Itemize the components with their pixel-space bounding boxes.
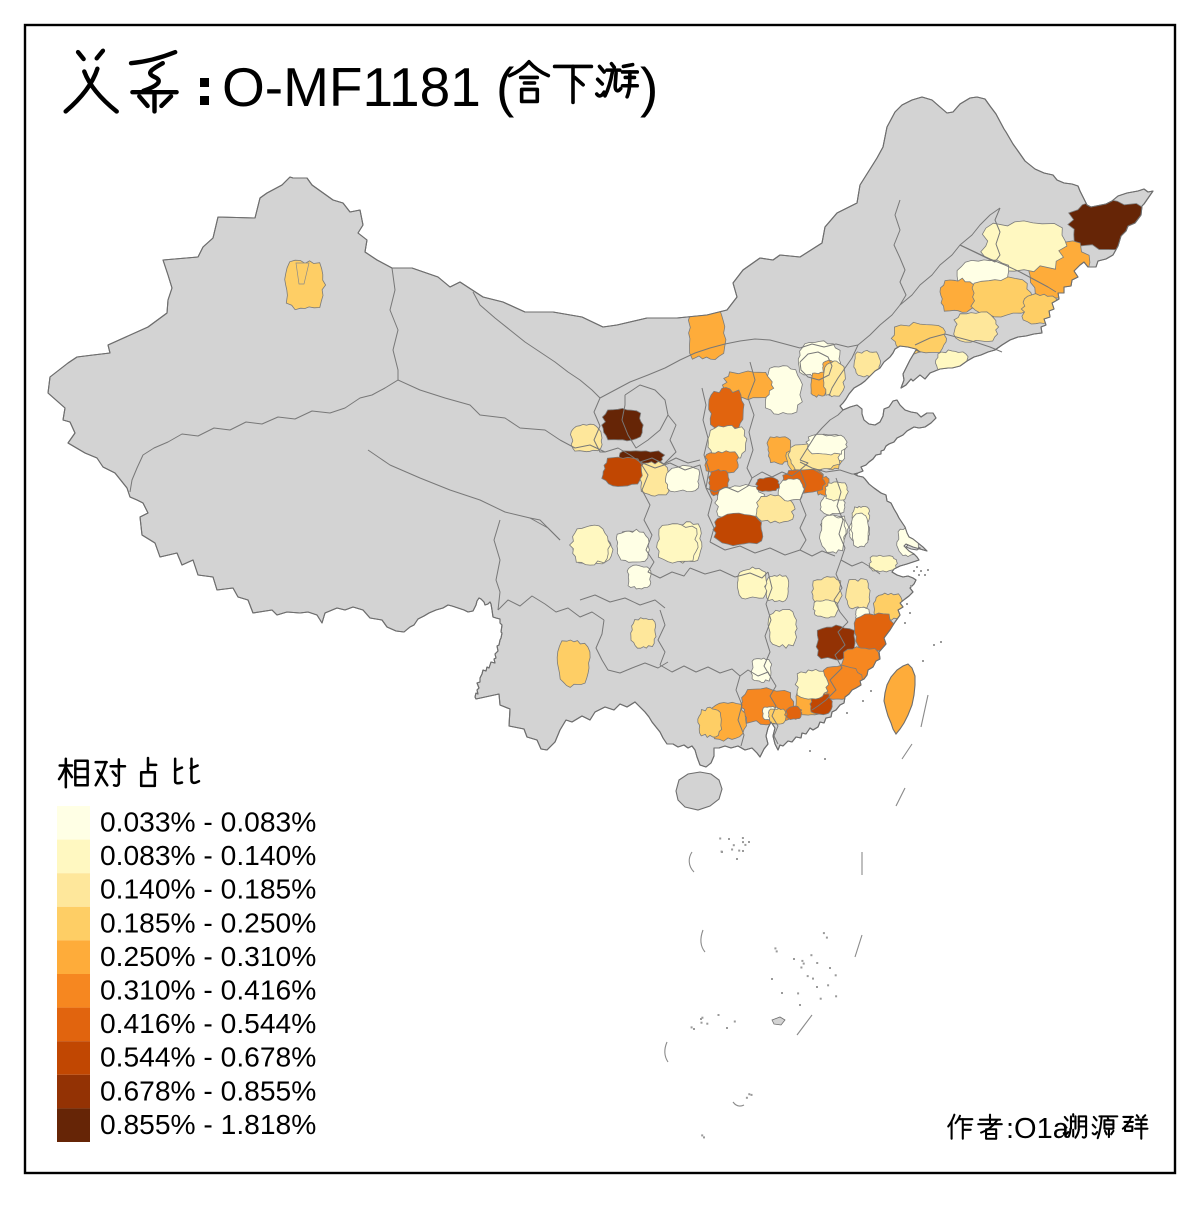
svg-text:0.678% - 0.855%: 0.678% - 0.855%: [100, 1074, 316, 1106]
svg-text::O1a: :O1a: [1006, 1113, 1070, 1145]
svg-text:0.416% - 0.544%: 0.416% - 0.544%: [100, 1007, 316, 1039]
svg-text:0.185% - 0.250%: 0.185% - 0.250%: [100, 906, 316, 938]
svg-text:0.083% - 0.140%: 0.083% - 0.140%: [100, 839, 316, 871]
svg-text:0.310% - 0.416%: 0.310% - 0.416%: [100, 974, 316, 1006]
svg-text:O-MF1181 (: O-MF1181 (: [222, 56, 514, 118]
svg-text:0.250% - 0.310%: 0.250% - 0.310%: [100, 940, 316, 972]
svg-text:): ): [640, 56, 658, 118]
svg-text:0.855% - 1.818%: 0.855% - 1.818%: [100, 1108, 316, 1140]
svg-text:0.140% - 0.185%: 0.140% - 0.185%: [100, 873, 316, 905]
svg-text:0.544% - 0.678%: 0.544% - 0.678%: [100, 1041, 316, 1073]
svg-text:0.033% - 0.083%: 0.033% - 0.083%: [100, 806, 316, 838]
